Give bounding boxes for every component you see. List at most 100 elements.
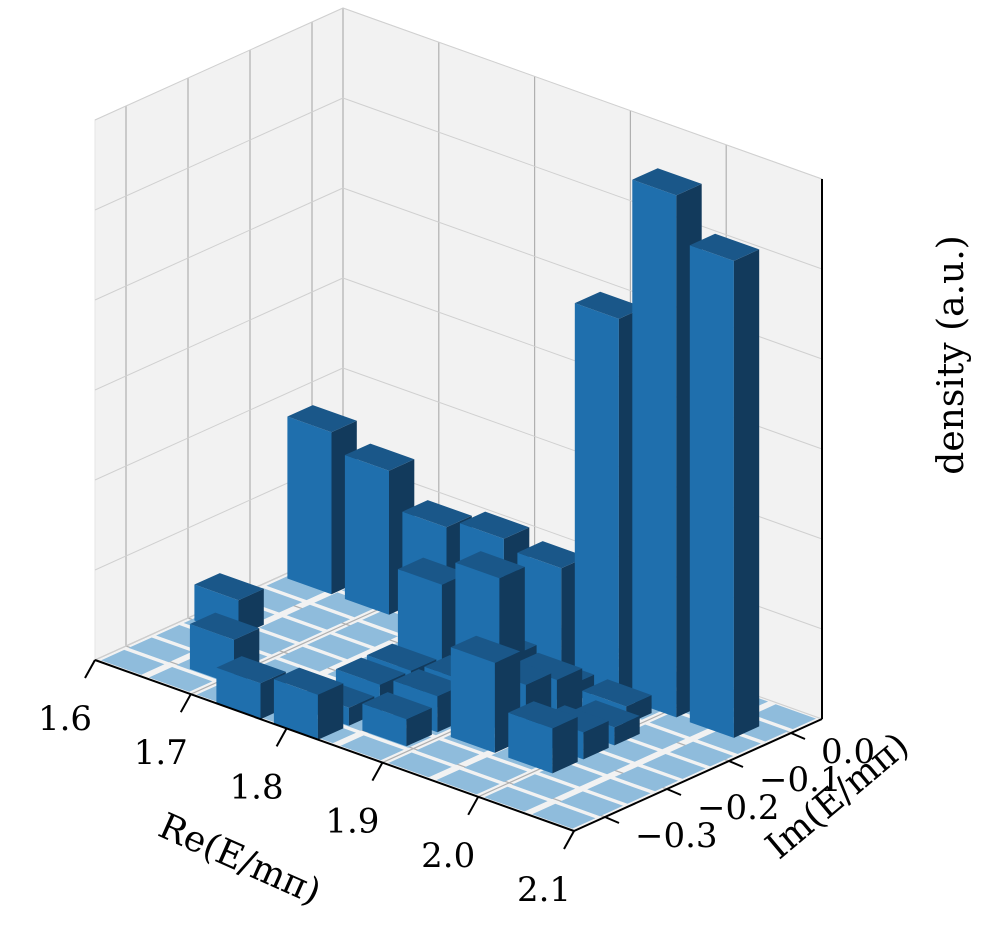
y-tick-label: 0.0	[821, 732, 875, 772]
y-axis-line	[573, 718, 823, 832]
x-tick-mark	[371, 762, 384, 782]
y-tick-label: −0.2	[697, 788, 780, 828]
bar-top-face	[402, 500, 472, 528]
bar-top-face	[393, 669, 463, 697]
x-tick-mark	[275, 727, 288, 747]
bar-top-face	[689, 233, 760, 261]
bar-top-face	[570, 700, 640, 728]
floor-cell	[532, 803, 596, 829]
floor-cell	[314, 592, 378, 618]
floor-cell	[388, 752, 452, 778]
bar-top-face	[574, 291, 645, 319]
z-axis-title: density (a.u.)	[931, 235, 972, 474]
floor-cell	[279, 646, 343, 672]
bar-top-face	[362, 692, 432, 720]
bar-side-face	[317, 683, 344, 740]
bar-front-face	[632, 179, 677, 718]
floor-cell	[128, 637, 192, 663]
grid-line-z	[94, 187, 344, 301]
bar-top-face	[512, 652, 583, 680]
bar-front-face	[287, 416, 332, 595]
x-tick-mark	[467, 796, 480, 816]
x-tick-mark	[84, 659, 96, 679]
bar-top-face	[508, 701, 578, 729]
y-tick-label: −0.3	[635, 816, 718, 856]
bar-front-face	[362, 703, 407, 747]
bar-top-face	[335, 657, 406, 685]
x-axis-title: Re(E/mπ)	[152, 806, 326, 914]
floor-cell	[436, 769, 500, 795]
x-tick-mark	[179, 693, 192, 713]
floor-cell	[614, 766, 679, 792]
y-tick-mark	[604, 816, 620, 824]
grid-line-z	[94, 97, 344, 211]
floor-cell	[697, 729, 761, 754]
floor-cell	[511, 774, 576, 800]
bar-top-face	[455, 551, 525, 579]
floor-cell	[484, 786, 548, 812]
grid-line-z	[94, 367, 344, 481]
floor-cell	[559, 791, 624, 817]
floor-cell	[649, 712, 713, 737]
grid-line-z	[342, 97, 823, 270]
x-tick-label: 2.1	[517, 870, 571, 910]
floor-cell	[669, 741, 734, 767]
bar-front-face	[273, 679, 318, 740]
bar-top-face	[344, 443, 415, 471]
histogram-bar	[689, 233, 760, 738]
bar-top-face	[459, 511, 530, 539]
floor-cell	[752, 704, 816, 730]
floor-cell	[642, 754, 706, 779]
y-tick-mark	[666, 788, 682, 796]
x-tick-labels: 1.6 1.7 1.8 1.9 2.0 2.1	[38, 659, 575, 910]
floor-cell	[334, 621, 398, 647]
bar-side-face	[406, 707, 432, 747]
floor-cell	[286, 604, 351, 630]
y-tick-mark	[728, 760, 744, 768]
bar-top-face	[397, 557, 468, 585]
bar-front-face	[508, 712, 553, 774]
y-tick-labels: −0.3−0.2−0.10.0	[604, 732, 875, 856]
floor-cell	[416, 740, 480, 765]
bar-top-face	[287, 405, 357, 433]
bar-side-face	[552, 716, 578, 774]
x-tick-label: 2.0	[421, 836, 475, 876]
floor-cell	[259, 617, 323, 643]
bar-top-face	[450, 635, 521, 663]
grid-line-z	[342, 7, 823, 180]
x-tick-label: 1.8	[230, 767, 284, 807]
bar-top-face	[582, 679, 652, 707]
x-tick-label: 1.7	[134, 733, 188, 773]
bar-side-face	[733, 249, 760, 738]
bar-front-face	[689, 245, 734, 738]
grid-line-z	[94, 7, 344, 121]
histogram-bar	[362, 692, 432, 747]
bar-side-face	[583, 720, 609, 760]
bar-top-face	[517, 541, 587, 569]
floor-cell	[587, 778, 651, 804]
floor-cell	[463, 757, 528, 782]
floor-cell	[307, 634, 371, 660]
x-tick-mark	[563, 830, 575, 850]
histogram-bar	[508, 701, 578, 774]
x-tick-label: 1.6	[38, 699, 92, 739]
bar-top-face	[216, 656, 286, 684]
bar-top-face	[273, 667, 344, 695]
grid-line-z	[94, 277, 344, 391]
bar-front-face	[574, 303, 619, 697]
axis-lines	[94, 179, 823, 832]
histogram-bar	[273, 667, 344, 740]
bar-top-face	[194, 573, 264, 601]
y-tick-mark	[790, 732, 806, 740]
histogram-bar	[344, 443, 415, 615]
y-tick-label: −0.1	[759, 760, 842, 800]
histogram-bars	[189, 168, 760, 774]
bar-top-face	[632, 168, 702, 196]
x-axis-line	[94, 659, 575, 832]
floor-cell	[148, 667, 213, 692]
bar-front-face	[450, 647, 495, 753]
x-tick-label: 1.9	[325, 802, 379, 842]
floor-cell	[101, 649, 165, 675]
floor-cell	[340, 735, 404, 761]
